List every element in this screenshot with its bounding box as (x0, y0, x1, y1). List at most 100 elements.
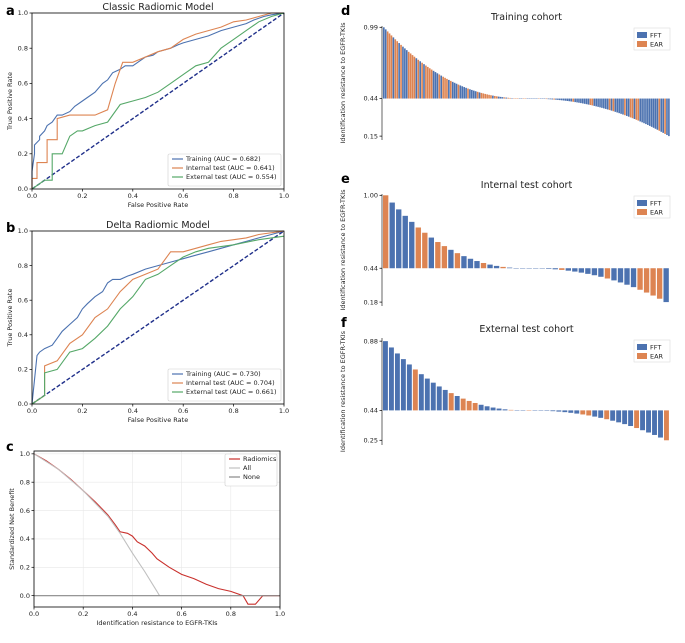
bar-d (490, 95, 492, 99)
bar-e (389, 202, 395, 269)
bar-e (663, 268, 669, 303)
bar-d (656, 98, 659, 130)
bar-d (608, 98, 611, 111)
bar-d (453, 82, 456, 99)
y-tick-label-f: 0.25 (364, 436, 378, 444)
bar-d (465, 87, 467, 99)
bar-e (402, 215, 408, 269)
bar-f (652, 410, 657, 435)
bar-d (562, 98, 565, 101)
bar-d (463, 87, 465, 99)
bar-e (591, 268, 598, 276)
bar-f (406, 364, 412, 411)
bar-d (620, 98, 622, 114)
bar-d (423, 64, 425, 99)
bar-d (384, 29, 387, 99)
bar-d (434, 72, 437, 99)
bar-d (589, 98, 592, 106)
bar-e (604, 268, 611, 279)
bar-d (639, 98, 642, 122)
bar-e (637, 268, 643, 290)
bar-e (448, 249, 454, 269)
y-tick-label-a: 0.2 (18, 150, 28, 158)
bar-d (576, 98, 578, 103)
chance-diagonal-line-a (31, 12, 285, 190)
series-line-b-2 (31, 235, 285, 405)
y-tick-label-e: 0.44 (364, 264, 378, 272)
legend-label-a: Internal test (AUC = 0.641) (186, 164, 275, 172)
legend-label-a: External test (AUC = 0.554) (186, 173, 277, 181)
bar-d (417, 59, 420, 99)
series-line-a-2 (31, 12, 285, 190)
bar-d (442, 76, 444, 99)
bar-d (459, 85, 462, 99)
bar-f (646, 410, 651, 433)
bar-f (586, 410, 592, 416)
x-tick-label-c: 1.0 (275, 610, 285, 618)
bar-d (654, 98, 657, 129)
legend-swatch-d (637, 32, 647, 38)
bar-e (552, 268, 558, 270)
bar-d (612, 98, 615, 112)
y-tick-label-c: 0.2 (20, 563, 30, 571)
legend-swatch-e (637, 209, 647, 215)
bar-e (383, 195, 389, 269)
legend-label-c: Radiomics (243, 455, 277, 463)
bar-d (499, 96, 502, 99)
series-line-b-1 (31, 230, 285, 405)
bar-d (444, 77, 446, 99)
x-axis-label-c: Identification resistance to EGFR-TKIs (96, 619, 218, 627)
bar-d (557, 98, 559, 100)
panel-letter-e: e (341, 172, 350, 187)
bar-d (507, 97, 509, 99)
bar-d (616, 98, 619, 113)
bar-e (559, 268, 565, 270)
legend-label-f: FFT (650, 344, 661, 352)
bar-d (545, 98, 548, 100)
bar-f (436, 386, 442, 411)
bar-e (480, 262, 487, 269)
bar-f (628, 410, 634, 427)
bar-d (599, 98, 601, 108)
bar-f (598, 410, 604, 418)
bar-f (658, 410, 663, 438)
bar-d (606, 98, 609, 110)
bar-f (616, 410, 622, 423)
bar-d (568, 98, 571, 102)
y-tick-label-f: 0.44 (364, 407, 378, 415)
x-tick-label-a: 0.0 (27, 192, 37, 200)
y-tick-label-c: 0.4 (20, 535, 30, 543)
bar-d (396, 41, 399, 99)
chart-title-b: Delta Radiomic Model (106, 220, 210, 231)
bar-d (585, 98, 588, 105)
panel-letter-d: d (341, 4, 350, 19)
bar-d (662, 98, 664, 133)
bar-d (648, 98, 651, 126)
bar-d (501, 97, 504, 99)
bar-d (553, 98, 555, 100)
bar-d (486, 94, 488, 99)
y-tick-label-b: 0.8 (18, 262, 28, 270)
chance-diagonal-line-b (31, 230, 285, 405)
bar-d (425, 65, 427, 99)
bar-d (578, 98, 580, 103)
plot-frame-b (31, 230, 285, 405)
bar-d (591, 98, 594, 106)
bar-d (660, 98, 663, 132)
bar-d (392, 37, 395, 99)
bar-e (428, 237, 435, 269)
legend-label-e: EAR (650, 209, 664, 217)
legend-box-a (167, 153, 282, 187)
bar-d (629, 98, 632, 118)
bar-d (432, 70, 435, 99)
bar-d (580, 98, 582, 104)
bar-d (664, 98, 666, 134)
bar-e (461, 256, 467, 269)
y-axis-label-f: Identification resistance to EGFR-TKIs (339, 330, 347, 452)
bar-d (415, 58, 418, 99)
bar-d (383, 27, 385, 99)
bar-f (472, 402, 478, 411)
bar-f (610, 410, 616, 421)
y-tick-label-b: 1.0 (18, 227, 28, 235)
bar-d (509, 97, 511, 99)
